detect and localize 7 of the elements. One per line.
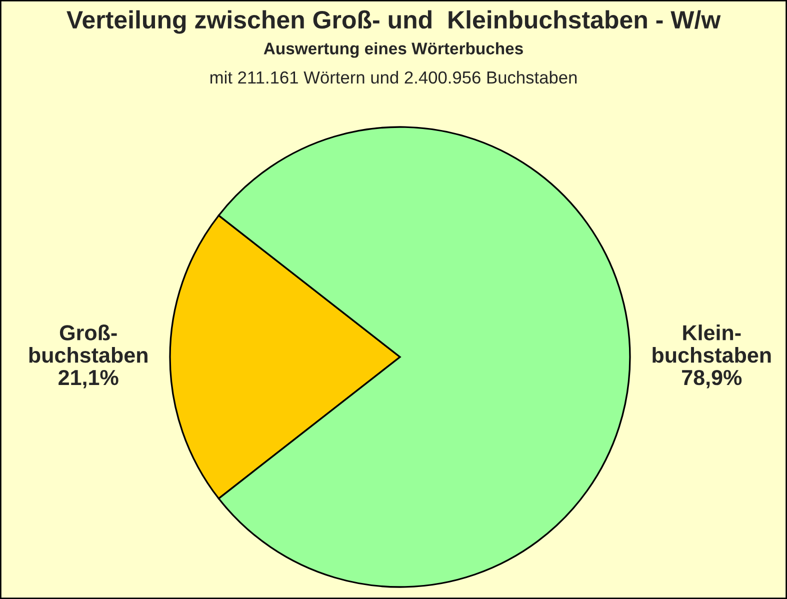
data-label: 78,9% [682, 370, 742, 388]
slice-label: Groß- buchstaben [29, 324, 148, 363]
text: mit 211.161 Wörtern und 2.400.956 Buchstaben [210, 70, 577, 84]
chart-title: Verteilung zwischen Groß- und Kleinbuchstaben - W/w [66, 10, 721, 34]
slice-label: Klein- buchstaben [652, 324, 771, 363]
chart-subtitle: Auswertung eines Wörterbuches [264, 42, 523, 58]
data-label: 21,1% [58, 370, 118, 388]
